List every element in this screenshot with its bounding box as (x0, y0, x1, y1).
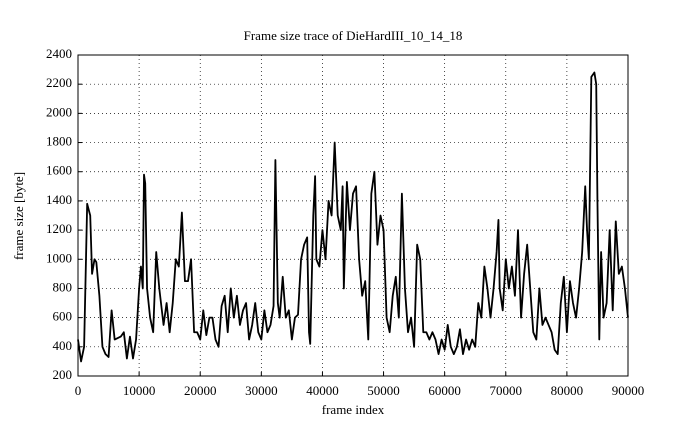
chart-title: Frame size trace of DieHardIII_10_14_18 (244, 28, 463, 43)
x-tick-label: 80000 (551, 383, 584, 398)
x-tick-label: 20000 (184, 383, 217, 398)
x-tick-label: 90000 (612, 383, 645, 398)
x-tick-label: 0 (75, 383, 82, 398)
trace-line (77, 71, 629, 363)
y-tick-label: 2000 (46, 104, 72, 119)
y-tick-label: 1200 (46, 221, 72, 236)
y-tick-label: 400 (53, 338, 73, 353)
x-tick-label: 50000 (367, 383, 400, 398)
y-tick-label: 1800 (46, 134, 72, 149)
y-tick-label: 1400 (46, 192, 72, 207)
y-tick-label: 200 (53, 367, 73, 382)
y-tick-label: 2200 (46, 75, 72, 90)
y-tick-label: 1600 (46, 163, 72, 178)
x-axis-label: frame index (322, 402, 385, 417)
y-tick-label: 800 (53, 279, 73, 294)
x-tick-label: 30000 (245, 383, 278, 398)
y-axis-label: frame size [byte] (11, 172, 26, 260)
x-tick-label: 40000 (306, 383, 339, 398)
x-tick-label: 70000 (490, 383, 523, 398)
y-tick-label: 1000 (46, 250, 72, 265)
y-tick-label: 2400 (46, 46, 72, 61)
x-tick-label: 10000 (123, 383, 156, 398)
plot-frame (77, 54, 629, 377)
x-tick-label: 60000 (428, 383, 461, 398)
y-tick-label: 600 (53, 309, 73, 324)
